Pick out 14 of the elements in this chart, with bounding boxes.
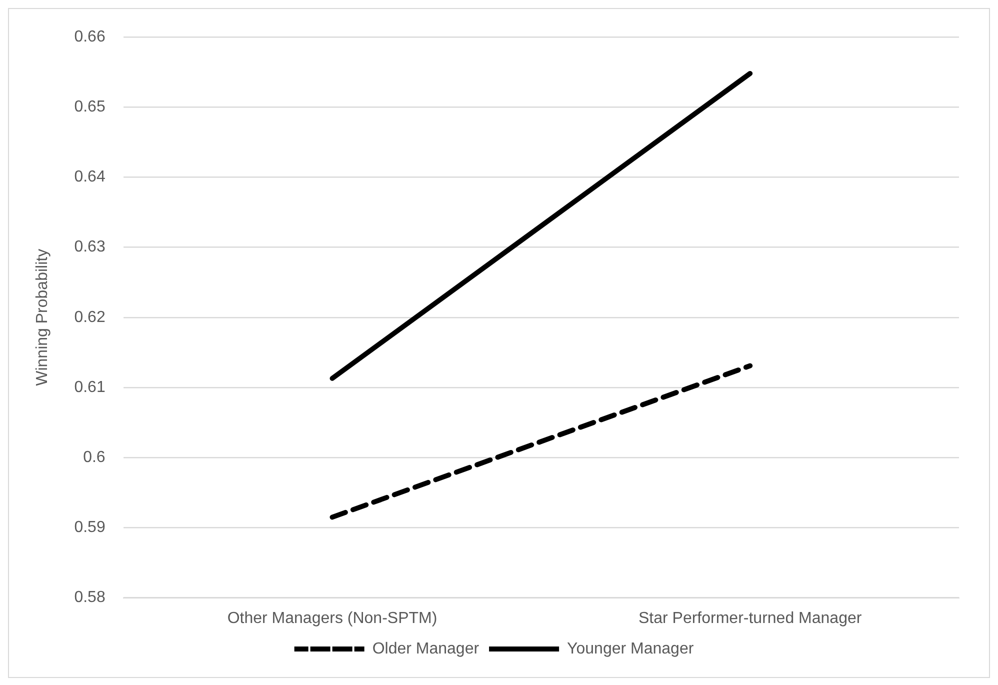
y-tick-label: 0.59 [74, 519, 106, 536]
y-tick-label: 0.6 [83, 449, 106, 466]
x-tick-label: Star Performer-turned Manager [638, 610, 862, 627]
y-axis-title: Winning Probability [34, 248, 52, 386]
x-tick-label: Other Managers (Non-SPTM) [227, 610, 438, 627]
y-tick-label: 0.63 [74, 238, 106, 256]
y-tick-label: 0.64 [74, 168, 106, 186]
y-tick-label: 0.66 [74, 28, 106, 46]
legend-label: Younger Manager [567, 640, 694, 658]
y-tick-label: 0.65 [74, 98, 106, 116]
y-tick-label: 0.61 [74, 378, 106, 396]
legend-label: Older Manager [372, 640, 480, 658]
y-tick-label: 0.62 [74, 308, 106, 326]
y-tick-label: 0.58 [74, 589, 106, 606]
